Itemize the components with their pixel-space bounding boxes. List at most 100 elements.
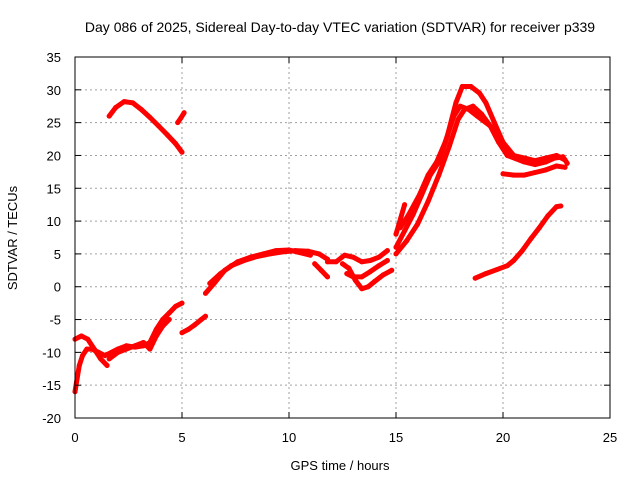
data-point: [318, 267, 324, 273]
data-point: [511, 172, 517, 178]
data-point: [179, 330, 185, 336]
data-point: [267, 251, 273, 257]
series-track-17-points: [500, 163, 568, 178]
y-tick-label: 25: [47, 116, 61, 131]
data-point: [376, 263, 382, 269]
y-tick-label: 10: [47, 214, 61, 229]
data-point: [447, 143, 452, 149]
data-point: [113, 105, 119, 110]
series-track-4-points: [106, 99, 185, 155]
x-tick-label: 15: [389, 430, 403, 445]
data-point: [453, 100, 459, 106]
data-point: [333, 259, 339, 265]
data-point: [203, 290, 208, 296]
data-point: [477, 90, 482, 96]
data-point: [121, 99, 127, 105]
data-point: [389, 267, 395, 273]
x-tick-label: 0: [71, 430, 78, 445]
data-point: [156, 123, 161, 129]
data-point: [241, 258, 247, 263]
data-point: [207, 280, 213, 286]
data-point: [359, 286, 365, 292]
data-point: [138, 107, 144, 112]
data-point: [179, 149, 185, 155]
data-point: [528, 236, 534, 242]
data-point: [367, 258, 373, 263]
series-track-4: [106, 99, 185, 155]
data-point: [425, 172, 431, 178]
data-point: [376, 254, 382, 260]
data-point: [511, 258, 517, 263]
data-point: [536, 225, 542, 231]
data-point: [160, 323, 166, 329]
data-point: [494, 267, 500, 273]
x-axis-label: GPS time / hours: [291, 458, 390, 473]
data-point: [305, 248, 311, 254]
data-point: [425, 198, 431, 204]
x-axis-ticks: 0 5 10 15 20 25: [71, 57, 617, 445]
data-point: [102, 353, 108, 359]
data-point: [511, 153, 517, 158]
data-point: [166, 310, 172, 316]
data-point: [91, 346, 97, 352]
data-point: [457, 103, 463, 109]
x-tick-label: 25: [603, 430, 617, 445]
data-point: [384, 248, 390, 254]
data-point: [74, 376, 80, 382]
data-point: [519, 248, 525, 254]
y-tick-label: 20: [47, 148, 61, 163]
data-point: [404, 238, 410, 244]
data-point: [164, 132, 170, 137]
data-point: [500, 171, 506, 177]
data-point: [123, 346, 129, 352]
data-point: [130, 100, 136, 106]
data-point: [406, 212, 412, 217]
data-point: [325, 259, 330, 265]
y-tick-label: -15: [42, 378, 61, 393]
series-track-6-points: [179, 313, 208, 336]
y-tick-label: 15: [47, 181, 61, 196]
data-point: [181, 110, 187, 116]
data-point: [459, 84, 465, 89]
data-point: [280, 249, 286, 255]
data-point: [292, 248, 298, 254]
data-point: [76, 363, 82, 368]
data-point: [203, 313, 208, 319]
series-track-13: [393, 103, 570, 257]
data-point: [359, 259, 365, 265]
series-track-14-points: [393, 84, 568, 250]
series-track-18-points: [472, 203, 564, 281]
data-point: [104, 363, 110, 368]
data-point: [160, 317, 166, 322]
data-point: [147, 114, 153, 120]
series-track-9-points: [312, 261, 330, 280]
data-point: [384, 258, 390, 263]
data-point: [178, 115, 184, 121]
data-point: [466, 107, 472, 112]
x-tick-label: 10: [282, 430, 296, 445]
data-point: [173, 141, 179, 147]
data-point: [254, 254, 260, 259]
y-tick-label: -5: [49, 313, 61, 328]
data-point: [350, 254, 356, 260]
y-tick-label: 5: [54, 247, 61, 262]
data-point: [106, 113, 112, 119]
data-point: [141, 340, 146, 345]
data-point: [365, 284, 371, 290]
data-point: [350, 274, 356, 280]
data-point: [483, 100, 489, 106]
data-point: [543, 167, 549, 173]
series-track-8-points: [207, 248, 330, 286]
data-point: [483, 120, 489, 126]
data-point: [325, 274, 330, 280]
data-point: [474, 113, 480, 119]
data-point: [316, 251, 322, 257]
data-point: [192, 322, 198, 328]
data-series: [72, 84, 570, 395]
data-point: [367, 269, 373, 275]
y-tick-label: 30: [47, 83, 61, 98]
data-point: [106, 356, 112, 362]
data-point: [173, 303, 179, 309]
data-point: [434, 159, 440, 165]
